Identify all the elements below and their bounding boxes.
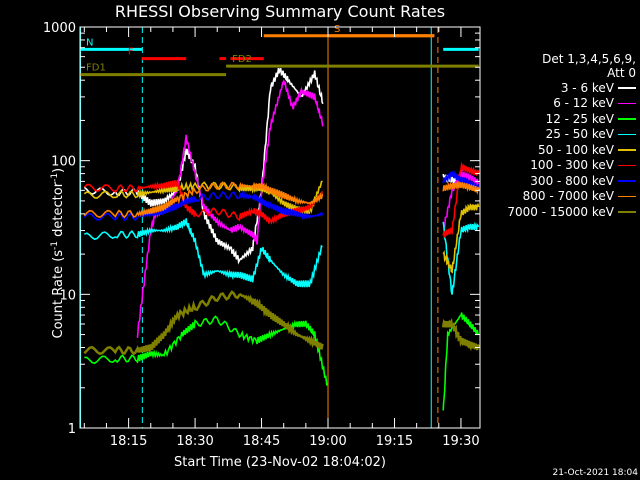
legend-header-attenuator: Att 0 bbox=[607, 66, 636, 80]
flag-label-s: S bbox=[334, 24, 340, 35]
legend-label: 800 - 7000 keV bbox=[522, 189, 614, 204]
legend-label: 50 - 100 keV bbox=[537, 142, 614, 157]
y-tick-label: 10 bbox=[59, 288, 76, 303]
legend-entry: 50 - 100 keV bbox=[482, 142, 638, 158]
legend: Det 1,3,4,5,6,9, Att 0 3 - 6 keV 6 - 12 k… bbox=[482, 52, 638, 220]
x-tick-label: 19:00 bbox=[309, 434, 346, 449]
x-axis-label: Start Time (23-Nov-02 18:04:02) bbox=[174, 455, 386, 470]
legend-label: 6 - 12 keV bbox=[553, 96, 614, 111]
y-axis-label: Count Rate (s-1 detector-1) bbox=[49, 167, 67, 339]
legend-entry: 3 - 6 keV bbox=[482, 80, 638, 96]
legend-swatch bbox=[618, 102, 636, 104]
date-stamp: 21-Oct-2021 18:04 bbox=[552, 468, 638, 478]
axes-layer: 1 10 100 1000 18:15 18:30 18:45 19:00 19:15 19:30 bbox=[43, 21, 481, 449]
legend-entry: 25 - 50 keV bbox=[482, 127, 638, 143]
legend-swatch bbox=[618, 133, 636, 135]
legend-swatch bbox=[618, 149, 636, 151]
series-800-7000kev bbox=[83, 180, 480, 219]
x-tick-label: 18:45 bbox=[243, 434, 280, 449]
legend-entry: 300 - 800 keV bbox=[482, 173, 638, 189]
legend-label: 300 - 800 keV bbox=[530, 173, 614, 188]
legend-swatch bbox=[618, 180, 636, 182]
legend-swatch bbox=[618, 87, 636, 89]
legend-entry: 6 - 12 keV bbox=[482, 96, 638, 112]
data-layer bbox=[80, 27, 480, 428]
chart-title: RHESSI Observing Summary Count Rates bbox=[114, 2, 446, 21]
legend-entry: 12 - 25 keV bbox=[482, 111, 638, 127]
legend-label: 3 - 6 keV bbox=[560, 80, 614, 95]
legend-swatch bbox=[618, 118, 636, 120]
series-7000-15000kev bbox=[83, 290, 480, 356]
legend-label: 7000 - 15000 keV bbox=[507, 204, 614, 219]
flag-label-fd2: FD2 bbox=[232, 54, 252, 65]
flag-layer: N F FD1 FD2 S bbox=[80, 24, 479, 77]
legend-swatch bbox=[618, 164, 636, 166]
plot-frame bbox=[79, 26, 481, 429]
series-25-50kev bbox=[84, 218, 480, 295]
y-tick-label: 100 bbox=[51, 155, 76, 170]
x-tick-label: 18:15 bbox=[110, 434, 147, 449]
legend-label: 100 - 300 keV bbox=[530, 158, 614, 173]
legend-label: 12 - 25 keV bbox=[545, 111, 614, 126]
series-12-25kev bbox=[84, 312, 480, 411]
x-tick-label: 19:30 bbox=[442, 434, 479, 449]
legend-swatch bbox=[618, 211, 636, 213]
x-tick-label: 19:15 bbox=[376, 434, 413, 449]
legend-label: 25 - 50 keV bbox=[545, 127, 614, 142]
legend-header-detectors: Det 1,3,4,5,6,9, bbox=[542, 52, 636, 66]
flag-label-n: N bbox=[86, 37, 93, 48]
legend-entry: 100 - 300 keV bbox=[482, 158, 638, 174]
x-tick-label: 18:30 bbox=[176, 434, 213, 449]
flag-label-fd1: FD1 bbox=[86, 63, 106, 74]
series-100-300kev bbox=[83, 161, 480, 239]
legend-entry: 7000 - 15000 keV bbox=[482, 204, 638, 220]
y-tick-label: 1 bbox=[68, 422, 76, 437]
legend-swatch bbox=[618, 195, 636, 197]
y-tick-label: 1000 bbox=[43, 21, 76, 36]
flag-label-f: F bbox=[128, 47, 134, 58]
legend-entry: 800 - 7000 keV bbox=[482, 189, 638, 205]
series-50-100kev bbox=[83, 180, 480, 274]
